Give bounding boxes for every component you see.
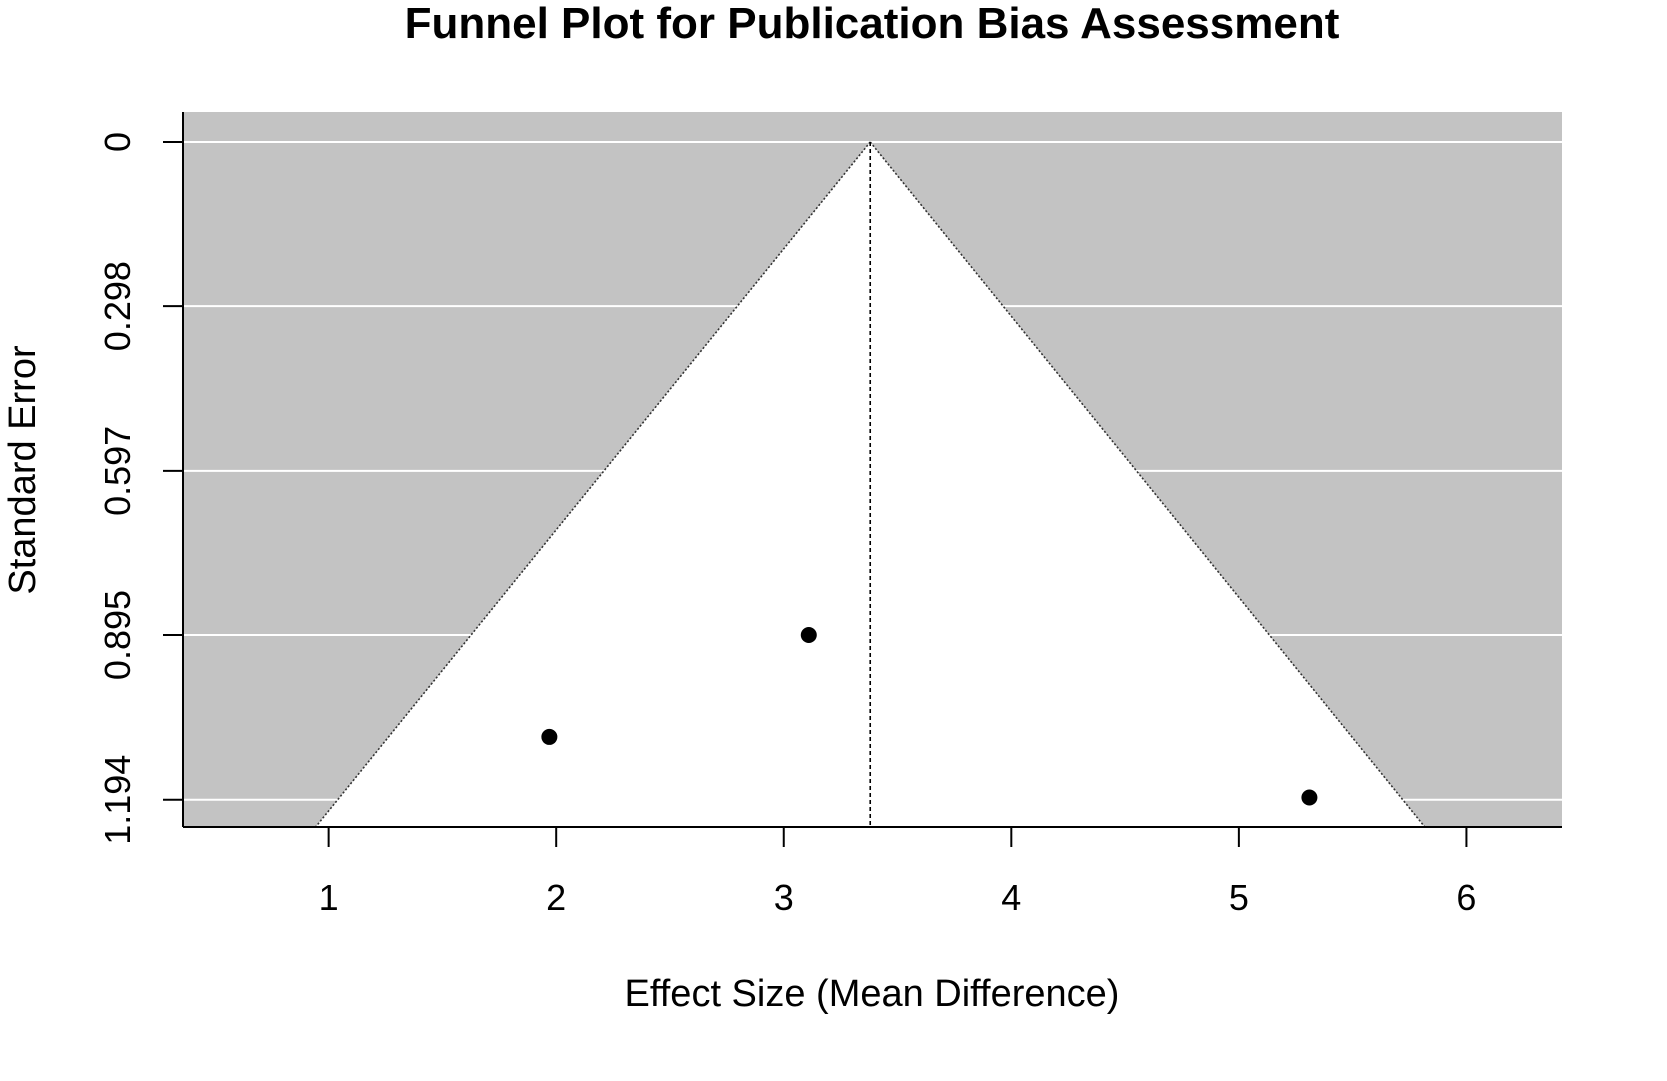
- y-axis-label: Standard Error: [2, 345, 44, 595]
- data-point-1: [541, 728, 558, 745]
- funnel-edge-left: [314, 141, 871, 827]
- x-tick-label-0: 1: [319, 877, 339, 918]
- x-tick-label-5: 6: [1456, 877, 1476, 918]
- y-tick-label-0: 0: [97, 132, 138, 152]
- y-tick-label-1: 0.298: [97, 261, 138, 351]
- data-point-3: [1301, 789, 1318, 806]
- plot-area: [183, 112, 1562, 827]
- funnel-edge-right: [869, 141, 1426, 827]
- x-tick-label-3: 4: [1001, 877, 1021, 918]
- y-tick-label-2: 0.597: [97, 426, 138, 516]
- x-tick-label-4: 5: [1229, 877, 1249, 918]
- x-tick-label-1: 2: [546, 877, 566, 918]
- axes: 0 0.298 0.597 0.895 1.194 1 2 3 4 5 6: [97, 112, 1562, 918]
- chart-title: Funnel Plot for Publication Bias Assessm…: [405, 0, 1340, 48]
- x-tick-label-2: 3: [774, 877, 794, 918]
- data-point-2: [800, 627, 817, 644]
- y-tick-label-3: 0.895: [97, 590, 138, 680]
- funnel-region: [315, 142, 1425, 827]
- x-axis-label: Effect Size (Mean Difference): [625, 973, 1120, 1015]
- y-tick-label-4: 1.194: [97, 755, 138, 845]
